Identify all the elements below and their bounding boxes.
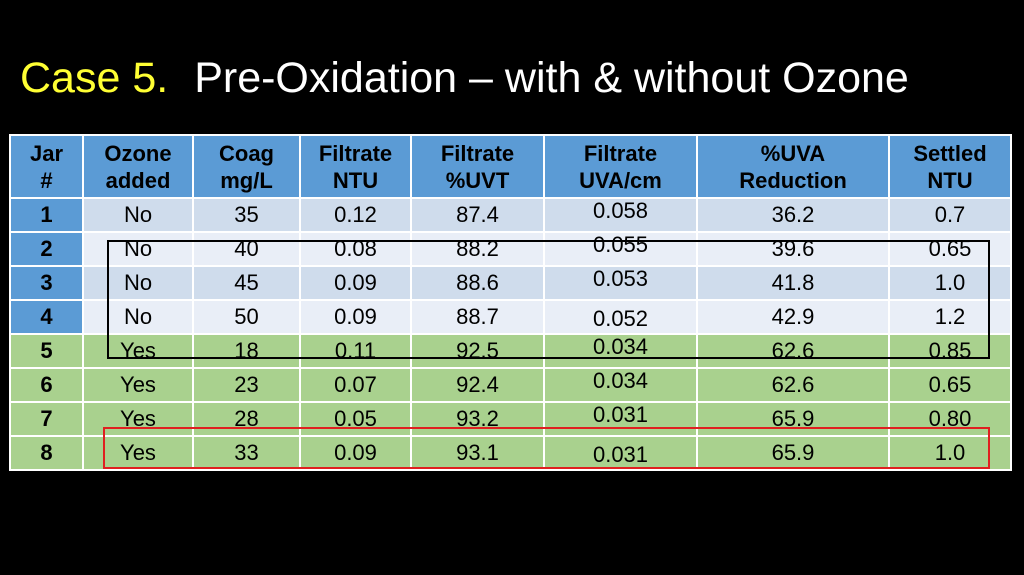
cell-filtrate-uva: 0.031: [543, 401, 698, 437]
header-settled-ntu: Settled NTU: [888, 134, 1012, 199]
cell-uva-reduction: 36.2: [696, 197, 890, 233]
cell-coag: 33: [192, 435, 301, 471]
cell-uva-reduction: 42.9: [696, 299, 890, 335]
cell-coag: 45: [192, 265, 301, 301]
cell-filtrate-ntu: 0.09: [299, 265, 412, 301]
cell-filtrate-uvt: 93.1: [410, 435, 545, 471]
cell-coag: 28: [192, 401, 301, 437]
header-uva-reduction: %UVA Reduction: [696, 134, 890, 199]
cell-coag: 35: [192, 197, 301, 233]
cell-jar: 8: [9, 435, 84, 471]
cell-ozone: Yes: [82, 435, 194, 471]
table-row: 5 Yes 18 0.11 92.5 0.034 62.6 0.85: [9, 333, 1012, 369]
cell-jar: 7: [9, 401, 84, 437]
table-header-row: Jar # Ozone added Coag mg/L Filtrate NTU Fil…: [9, 134, 1012, 199]
cell-filtrate-uvt: 88.2: [410, 231, 545, 267]
cell-filtrate-uvt: 87.4: [410, 197, 545, 233]
cell-coag: 50: [192, 299, 301, 335]
cell-filtrate-uva: 0.053: [543, 265, 698, 301]
header-ozone-added: Ozone added: [82, 134, 194, 199]
cell-filtrate-uvt: 92.4: [410, 367, 545, 403]
header-filtrate-ntu: Filtrate NTU: [299, 134, 412, 199]
cell-filtrate-uva: 0.034: [543, 333, 698, 369]
cell-uva-reduction: 65.9: [696, 401, 890, 437]
cell-filtrate-ntu: 0.07: [299, 367, 412, 403]
cell-jar: 1: [9, 197, 84, 233]
cell-filtrate-uvt: 93.2: [410, 401, 545, 437]
cell-filtrate-uva: 0.034: [543, 367, 698, 403]
cell-uva-reduction: 39.6: [696, 231, 890, 267]
cell-coag: 23: [192, 367, 301, 403]
table-row: 8 Yes 33 0.09 93.1 0.031 65.9 1.0: [9, 435, 1012, 471]
table-row: 6 Yes 23 0.07 92.4 0.034 62.6 0.65: [9, 367, 1012, 403]
header-filtrate-uvt: Filtrate %UVT: [410, 134, 545, 199]
cell-filtrate-ntu: 0.08: [299, 231, 412, 267]
cell-filtrate-uvt: 92.5: [410, 333, 545, 369]
cell-coag: 40: [192, 231, 301, 267]
cell-ozone: No: [82, 299, 194, 335]
cell-coag: 18: [192, 333, 301, 369]
cell-filtrate-uvt: 88.7: [410, 299, 545, 335]
cell-filtrate-uva: 0.031: [543, 435, 698, 471]
cell-filtrate-uvt: 88.6: [410, 265, 545, 301]
cell-settled-ntu: 0.7: [888, 197, 1012, 233]
cell-uva-reduction: 62.6: [696, 367, 890, 403]
cell-jar: 6: [9, 367, 84, 403]
title-case-number: Case 5.: [20, 54, 169, 102]
cell-jar: 5: [9, 333, 84, 369]
header-coag: Coag mg/L: [192, 134, 301, 199]
cell-settled-ntu: 1.0: [888, 435, 1012, 471]
table-row: 3 No 45 0.09 88.6 0.053 41.8 1.0: [9, 265, 1012, 301]
cell-filtrate-uva: 0.055: [543, 231, 698, 267]
cell-filtrate-ntu: 0.05: [299, 401, 412, 437]
cell-settled-ntu: 0.65: [888, 231, 1012, 267]
cell-settled-ntu: 0.85: [888, 333, 1012, 369]
cell-uva-reduction: 65.9: [696, 435, 890, 471]
cell-ozone: Yes: [82, 367, 194, 403]
cell-settled-ntu: 1.0: [888, 265, 1012, 301]
title-main: Pre-Oxidation – with & without Ozone: [194, 54, 909, 102]
table-row: 4 No 50 0.09 88.7 0.052 42.9 1.2: [9, 299, 1012, 335]
cell-uva-reduction: 62.6: [696, 333, 890, 369]
cell-settled-ntu: 1.2: [888, 299, 1012, 335]
table-row: 1 No 35 0.12 87.4 0.058 36.2 0.7: [9, 197, 1012, 233]
cell-ozone: No: [82, 265, 194, 301]
header-jar: Jar #: [9, 134, 84, 199]
cell-filtrate-ntu: 0.12: [299, 197, 412, 233]
cell-ozone: Yes: [82, 333, 194, 369]
cell-filtrate-uva: 0.052: [543, 299, 698, 335]
table-row: 7 Yes 28 0.05 93.2 0.031 65.9 0.80: [9, 401, 1012, 437]
cell-ozone: No: [82, 231, 194, 267]
cell-ozone: No: [82, 197, 194, 233]
cell-settled-ntu: 0.65: [888, 367, 1012, 403]
cell-ozone: Yes: [82, 401, 194, 437]
cell-uva-reduction: 41.8: [696, 265, 890, 301]
cell-jar: 4: [9, 299, 84, 335]
cell-filtrate-ntu: 0.09: [299, 299, 412, 335]
slide-title: Case 5. Pre-Oxidation – with & without Oz…: [20, 52, 909, 104]
cell-filtrate-ntu: 0.09: [299, 435, 412, 471]
cell-jar: 2: [9, 231, 84, 267]
cell-settled-ntu: 0.80: [888, 401, 1012, 437]
cell-jar: 3: [9, 265, 84, 301]
table-row: 2 No 40 0.08 88.2 0.055 39.6 0.65: [9, 231, 1012, 267]
cell-filtrate-ntu: 0.11: [299, 333, 412, 369]
cell-filtrate-uva: 0.058: [543, 197, 698, 233]
header-filtrate-uva: Filtrate UVA/cm: [543, 134, 698, 199]
results-table: Jar # Ozone added Coag mg/L Filtrate NTU Fil…: [9, 134, 1012, 471]
